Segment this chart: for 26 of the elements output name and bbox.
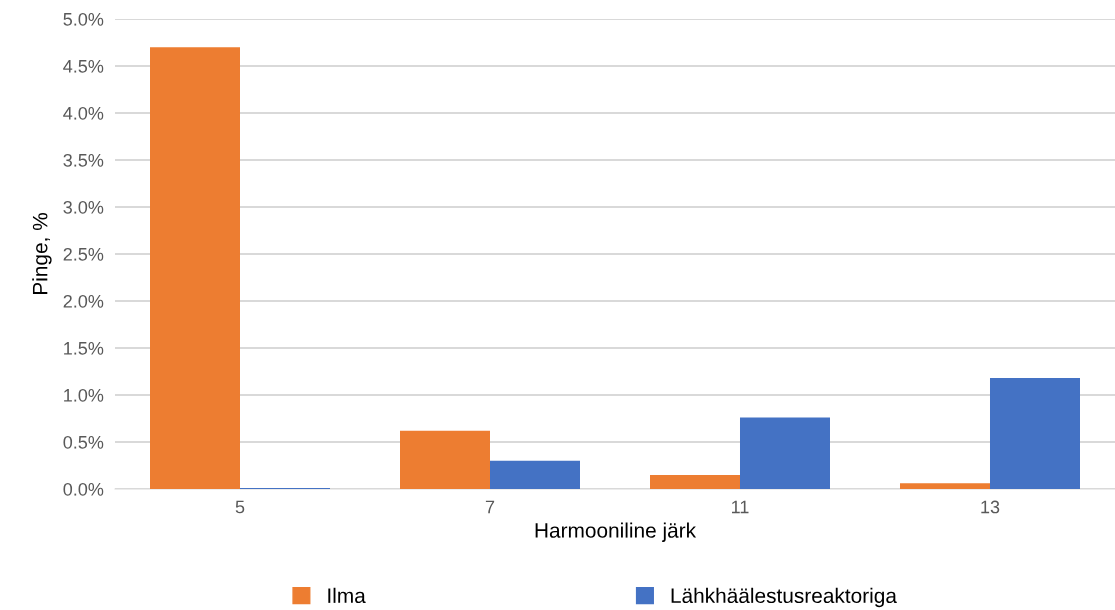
bar (400, 430, 490, 489)
y-tick-label: 2.0% (63, 294, 104, 308)
bar (650, 474, 740, 489)
y-tick-label: 3.0% (63, 200, 104, 214)
bar (150, 47, 240, 489)
legend-label: Lähkhäälestusreaktoriga (671, 587, 897, 608)
x-axis-title: Harmooniline järk (535, 522, 697, 542)
y-tick-label: 1.0% (64, 388, 104, 402)
legend-label: Ilma (328, 587, 366, 604)
x-tick-label: 13 (981, 500, 1000, 514)
bar (990, 378, 1080, 489)
y-tick-label: 0.5% (63, 435, 104, 449)
bar (490, 460, 580, 489)
x-tick-label: 5 (235, 500, 245, 514)
y-tick-label: 4.5% (63, 60, 104, 73)
bar (900, 483, 990, 489)
x-tick-label: 7 (485, 500, 495, 514)
y-tick-label: 0.0% (63, 482, 104, 496)
y-tick-label: 1.5% (64, 342, 104, 355)
y-tick-label: 4.0% (63, 106, 104, 120)
y-axis-title: Pinge, % (32, 213, 52, 294)
y-tick-label: 2.5% (63, 247, 104, 261)
y-tick-label: 5.0% (63, 12, 104, 26)
y-tick-label: 3.5% (63, 153, 104, 167)
x-tick-label: 11 (732, 500, 749, 514)
bar (740, 417, 830, 489)
